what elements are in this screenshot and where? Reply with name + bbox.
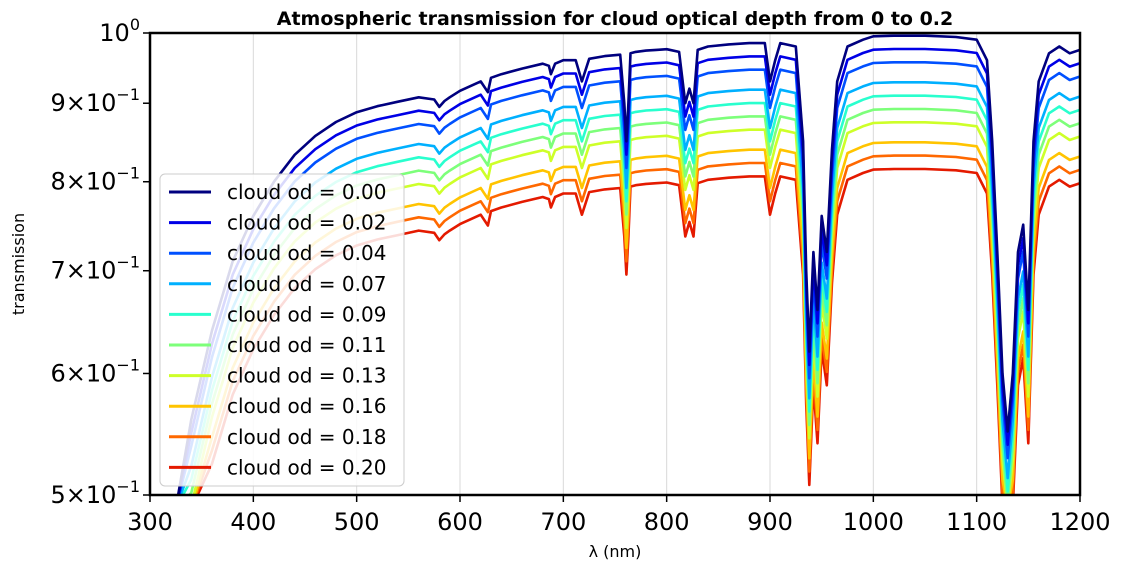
- legend-entry: cloud od = 0.09: [227, 302, 386, 326]
- legend-entry: cloud od = 0.00: [227, 180, 386, 204]
- x-tick-label: 1200: [1049, 508, 1110, 536]
- legend-entry: cloud od = 0.07: [227, 272, 386, 296]
- x-tick-label: 400: [230, 508, 276, 536]
- x-tick-label: 1100: [946, 508, 1007, 536]
- y-tick-label: 5×10−1: [50, 477, 140, 509]
- x-tick-label: 700: [540, 508, 586, 536]
- y-axis-label: transmission: [9, 213, 28, 315]
- legend-entry: cloud od = 0.04: [227, 241, 386, 265]
- y-tick-label: 9×10−1: [50, 85, 140, 117]
- legend-entry: cloud od = 0.16: [227, 394, 386, 418]
- legend-entry: cloud od = 0.20: [227, 455, 386, 479]
- x-tick-label: 800: [644, 508, 690, 536]
- x-tick-label: 1000: [843, 508, 904, 536]
- plot-area: [176, 34, 1080, 495]
- plot-frame: [148, 31, 1082, 497]
- x-axis: 300 400 500 600 700 800 900 1000 1100 1200: [127, 495, 1111, 536]
- legend-entry: cloud od = 0.18: [227, 425, 386, 449]
- chart-title: Atmospheric transmission for cloud optic…: [277, 8, 953, 30]
- y-axis: 5×10−1 6×10−1 7×10−1 8×10−1 9×10−1 100: [50, 15, 150, 509]
- y-tick-label: 8×10−1: [50, 164, 140, 196]
- y-tick-label: 100: [99, 15, 140, 47]
- legend-entry: cloud od = 0.11: [227, 333, 386, 357]
- legend-box: [159, 173, 405, 487]
- legend-entry: cloud od = 0.13: [227, 364, 386, 388]
- x-tick-label: 600: [437, 508, 483, 536]
- x-axis-label: λ (nm): [589, 542, 642, 561]
- x-tick-label: 300: [127, 508, 173, 536]
- legend-entry: cloud od = 0.02: [227, 211, 386, 235]
- y-tick-label: 6×10−1: [50, 355, 140, 387]
- legend: cloud od = 0.00 cloud od = 0.02 cloud od =…: [159, 173, 405, 487]
- x-tick-label: 900: [747, 508, 793, 536]
- x-tick-label: 500: [334, 508, 380, 536]
- series-line: [176, 34, 1080, 495]
- y-tick-label: 7×10−1: [50, 253, 140, 285]
